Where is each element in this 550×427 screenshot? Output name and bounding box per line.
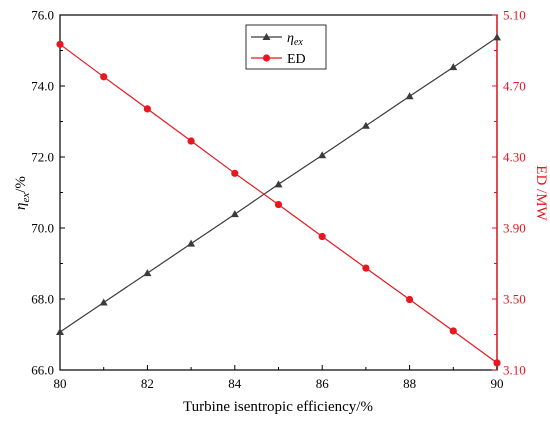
legend-label-eta: ηex: [287, 31, 303, 48]
data-point-eta-ex: [230, 210, 239, 218]
y-left-tick-label: 72.0: [31, 150, 54, 165]
legend-label-ed: ED: [287, 52, 306, 67]
data-point-ed: [100, 73, 108, 81]
data-point-ed: [318, 232, 326, 241]
x-tick-label: 80: [54, 376, 67, 391]
legend: ηex ED: [245, 24, 327, 70]
data-point-ed: [56, 40, 64, 48]
data-point-eta-ex: [361, 121, 370, 129]
legend-box: [245, 24, 327, 70]
y-right-tick-label: 3.90: [503, 221, 526, 236]
legend-marker-circle: [262, 54, 271, 62]
y-axis-left: 66.0 68.0 70.0 72.0 74.0 76.0: [31, 8, 65, 378]
data-point-eta-ex: [56, 328, 64, 336]
x-tick-label: 86: [316, 376, 330, 391]
y-left-tick-label: 66.0: [31, 363, 54, 378]
data-point-eta-ex: [405, 92, 414, 100]
x-tick-label: 82: [141, 376, 154, 391]
y-right-tick-label: 5.10: [503, 8, 526, 23]
data-point-ed: [231, 169, 239, 177]
x-axis-label: Turbine isentropic efficiency/%: [183, 399, 373, 415]
y-left-tick-label: 70.0: [31, 221, 54, 236]
y-left-tick-label: 74.0: [31, 79, 54, 94]
y-axis-right: 3.10 3.50 3.90 4.30 4.70 5.10: [492, 8, 526, 378]
data-point-eta-ex: [187, 239, 196, 247]
legend-marker-triangle: [262, 33, 271, 40]
data-point-ed: [449, 327, 457, 335]
data-point-ed: [274, 200, 283, 209]
data-point-ed: [187, 137, 195, 145]
y-left-tick-label: 76.0: [31, 8, 54, 23]
data-point-eta-ex: [318, 151, 327, 159]
data-point-eta-ex: [449, 63, 458, 71]
y-axis-left-label: ηex/%: [13, 176, 32, 210]
data-point-ed: [406, 295, 414, 304]
data-point-ed: [493, 359, 501, 367]
series-layer: [56, 33, 501, 367]
data-point-eta-ex: [143, 269, 152, 277]
y-right-tick-label: 3.10: [503, 363, 526, 378]
y-right-tick-label: 3.50: [503, 292, 526, 307]
y-right-tick-label: 4.30: [503, 150, 526, 165]
data-point-eta-ex: [99, 298, 108, 306]
x-axis: 80 82 84 86 88 90: [54, 365, 504, 391]
data-point-ed: [143, 105, 151, 113]
y-axis-right-label: ED /MW: [533, 165, 549, 221]
x-tick-label: 90: [491, 376, 504, 391]
y-left-tick-label: 68.0: [31, 292, 54, 307]
data-point-eta-ex: [274, 180, 283, 188]
x-tick-label: 88: [403, 376, 416, 391]
y-right-tick-label: 4.70: [503, 79, 526, 94]
data-point-ed: [362, 264, 370, 272]
x-tick-label: 84: [228, 376, 242, 391]
data-point-eta-ex: [493, 33, 501, 41]
